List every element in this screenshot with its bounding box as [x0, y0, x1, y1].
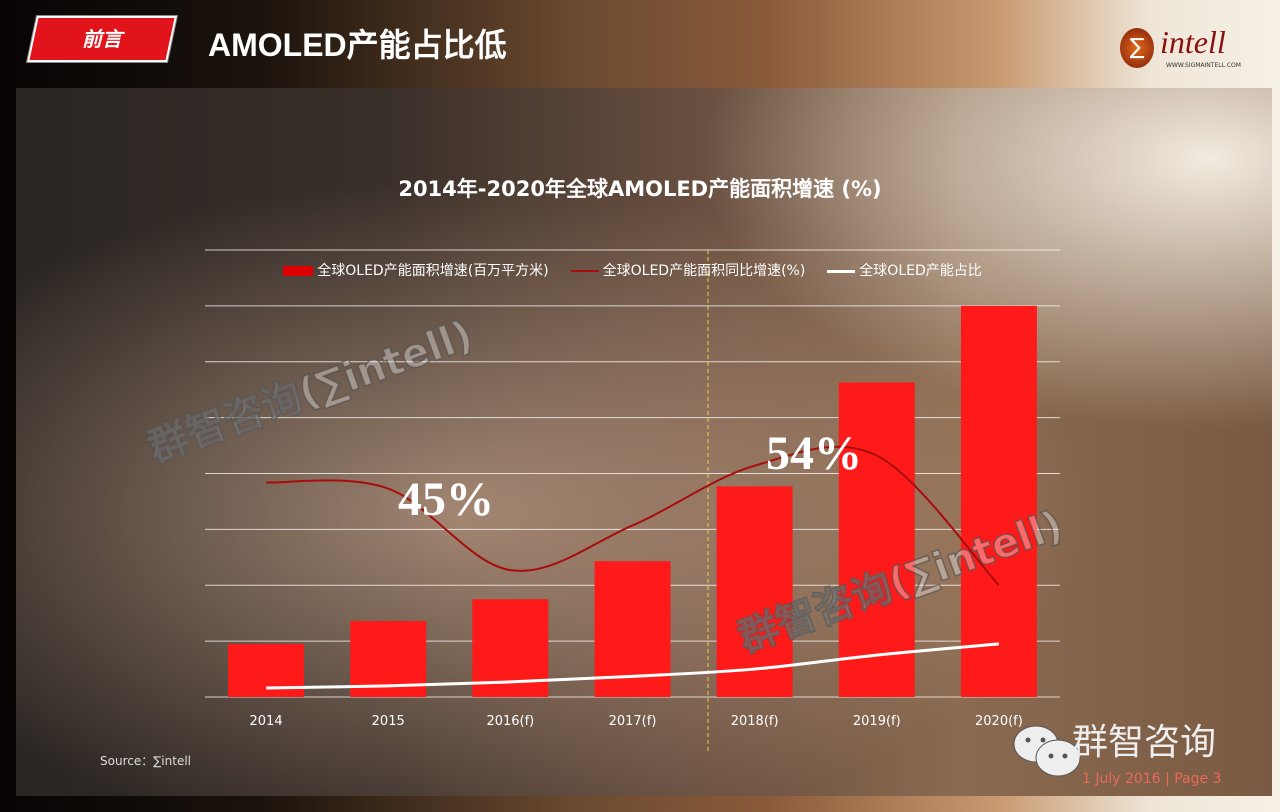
legend-label: 全球OLED产能面积同比增速(%): [602, 263, 806, 279]
legend-item-growth: 全球OLED产能面积同比增速(%): [570, 262, 806, 280]
annotation-45: 45%: [398, 473, 494, 526]
x-tick-label: 2018(f): [731, 714, 779, 729]
bar: [960, 305, 1037, 697]
share-line: [266, 642, 1000, 690]
legend-label: 全球OLED产能面积增速(百万平方米): [317, 263, 549, 279]
x-tick-label: 2014: [250, 714, 283, 729]
chart-title: 2014年-2020年全球AMOLED产能面积增速 (%): [398, 177, 882, 201]
x-tick-label: 2020(f): [975, 714, 1023, 729]
logo: ∑ intell WWW.SIGMAINTELL.COM: [1120, 24, 1260, 72]
legend-swatch: [570, 270, 599, 272]
brand-name: 群智咨询: [1072, 722, 1217, 763]
logo-word: intell: [1160, 24, 1226, 60]
sigma-logo-icon: ∑: [1120, 28, 1154, 68]
legend-label: 全球OLED产能占比: [859, 263, 982, 279]
source-note: Source：∑intell: [100, 754, 191, 768]
legend: 全球OLED产能面积增速(百万平方米) 全球OLED产能面积同比增速(%) 全球…: [205, 262, 1060, 280]
date-page: 1 July 2016 | Page 3: [1082, 771, 1222, 787]
x-tick-label: 2015: [372, 714, 405, 729]
x-tick-label: 2019(f): [853, 714, 901, 729]
legend-item-bar: 全球OLED产能面积增速(百万平方米): [283, 262, 549, 280]
x-tick-label: 2017(f): [609, 714, 657, 729]
bar: [838, 382, 915, 697]
legend-swatch: [827, 269, 856, 273]
page-title: AMOLED产能占比低: [208, 27, 507, 63]
x-tick-label: 2016(f): [486, 714, 534, 729]
legend-swatch: [283, 266, 314, 276]
wechat-icon: [1013, 725, 1081, 777]
logo-url: WWW.SIGMAINTELL.COM: [1166, 62, 1241, 69]
bar: [716, 486, 793, 697]
annotation-54: 54%: [766, 427, 862, 480]
legend-item-share: 全球OLED产能占比: [827, 262, 982, 280]
growth-line: [266, 445, 1000, 586]
